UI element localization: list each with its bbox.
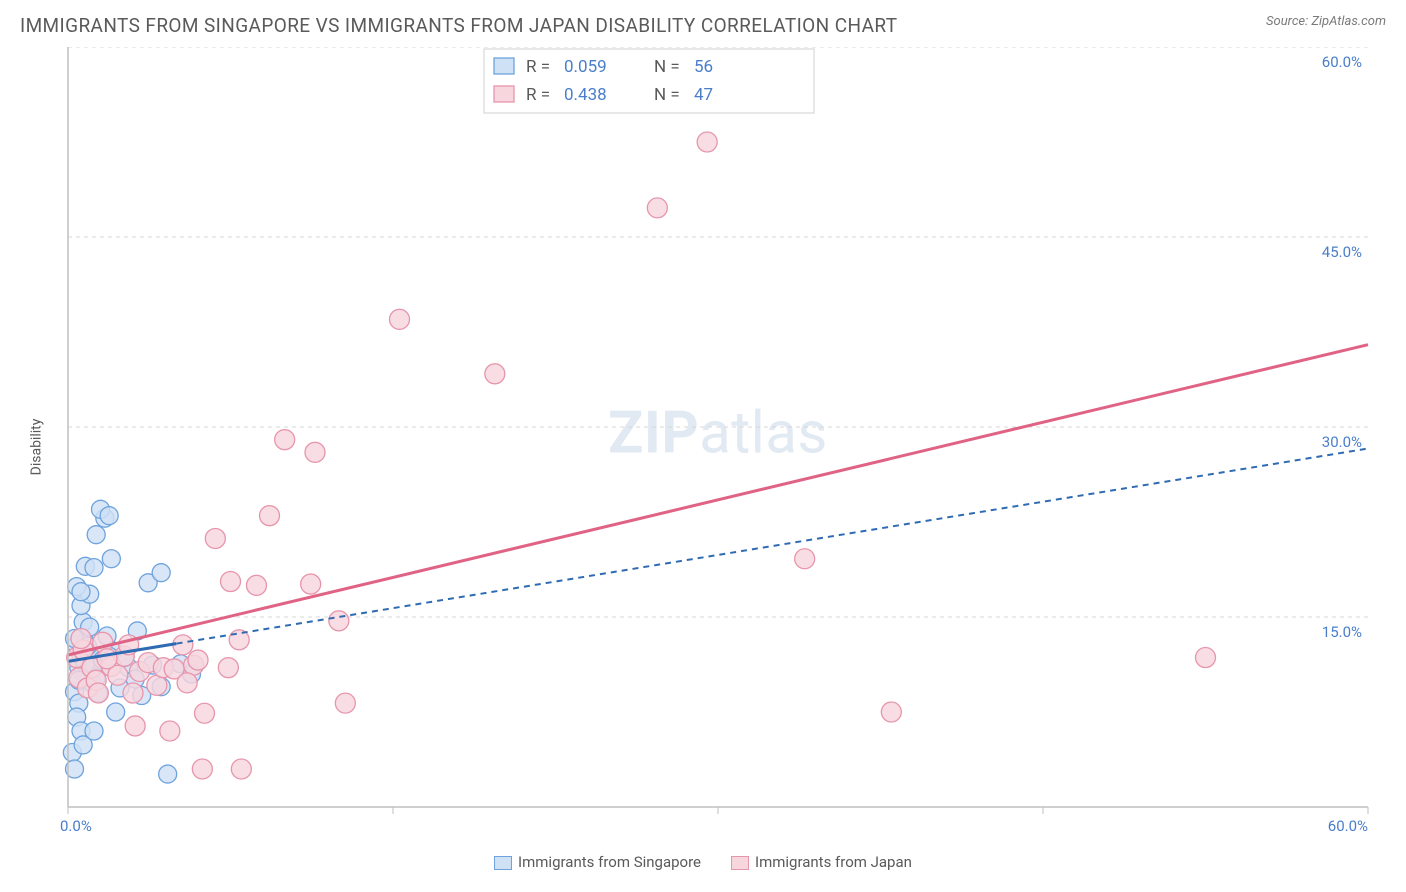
legend-swatch [731,856,749,870]
legend-swatch [494,58,514,74]
scatter-point [160,721,180,741]
trend-line [68,345,1368,655]
scatter-point [71,629,91,649]
source-name: ZipAtlas.com [1311,14,1386,29]
scatter-point [87,526,105,544]
x-max-label: 60.0% [1328,817,1368,835]
scatter-point [275,430,295,450]
scatter-point [88,683,108,703]
scatter-point [260,506,280,526]
y-tick-label: 15.0% [1322,623,1362,641]
watermark: ZIPatlas [608,399,828,467]
scatter-point [218,658,238,678]
scatter-point [147,675,167,695]
source-label: Source: [1266,14,1308,29]
scatter-point [305,442,325,462]
y-tick-label: 60.0% [1322,53,1362,71]
scatter-point [159,765,177,783]
scatter-point [231,759,251,779]
scatter-point [795,549,815,569]
scatter-point [97,649,117,669]
correlation-chart: ZIPatlas 15.0% 30.0% 45.0% 60.0% 0.0% 60.0% R =… [20,47,1386,847]
scatter-point [177,673,197,693]
scatter-point [485,364,505,384]
y-tick-label: 45.0% [1322,243,1362,261]
legend-item: Immigrants from Japan [731,853,912,871]
trend-line [68,449,1368,662]
scatter-point [107,703,125,721]
scatter-point [152,564,170,582]
legend-r-value: 0.438 [564,85,607,105]
legend-r-label: R = [526,57,550,77]
y-axis-label: Disability [28,419,44,476]
scatter-point [221,572,241,592]
legend-n-label: N = [654,57,680,77]
scatter-point [100,507,118,525]
legend-r-value: 0.059 [564,57,607,77]
y-tick-label: 30.0% [1322,433,1362,451]
bottom-legend: Immigrants from Singapore Immigrants from… [0,853,1406,871]
scatter-point [192,759,212,779]
chart-title: IMMIGRANTS FROM SINGAPORE VS IMMIGRANTS … [20,14,898,37]
scatter-point [102,550,120,568]
legend-label: Immigrants from Japan [755,853,912,871]
legend-r-label: R = [526,85,550,105]
legend-label: Immigrants from Singapore [518,853,701,871]
scatter-point [123,683,143,703]
scatter-point [85,722,103,740]
x-min-label: 0.0% [60,817,92,835]
scatter-point [188,650,208,670]
legend-swatch [494,86,514,102]
scatter-point [85,559,103,577]
scatter-point [195,703,215,723]
legend-item: Immigrants from Singapore [494,853,701,871]
scatter-point [125,716,145,736]
scatter-point [247,575,267,595]
legend-swatch [494,856,512,870]
scatter-point [301,574,321,594]
scatter-point [697,132,717,152]
scatter-point [72,583,90,601]
legend-n-value: 47 [694,85,713,105]
scatter-point [335,693,355,713]
legend-n-label: N = [654,85,680,105]
scatter-point [205,528,225,548]
scatter-point [390,309,410,329]
scatter-point [329,611,349,631]
scatter-point [881,702,901,722]
scatter-point [1196,648,1216,668]
legend-n-value: 56 [694,57,713,77]
scatter-point [647,198,667,218]
source-attribution: Source: ZipAtlas.com [1266,14,1386,29]
